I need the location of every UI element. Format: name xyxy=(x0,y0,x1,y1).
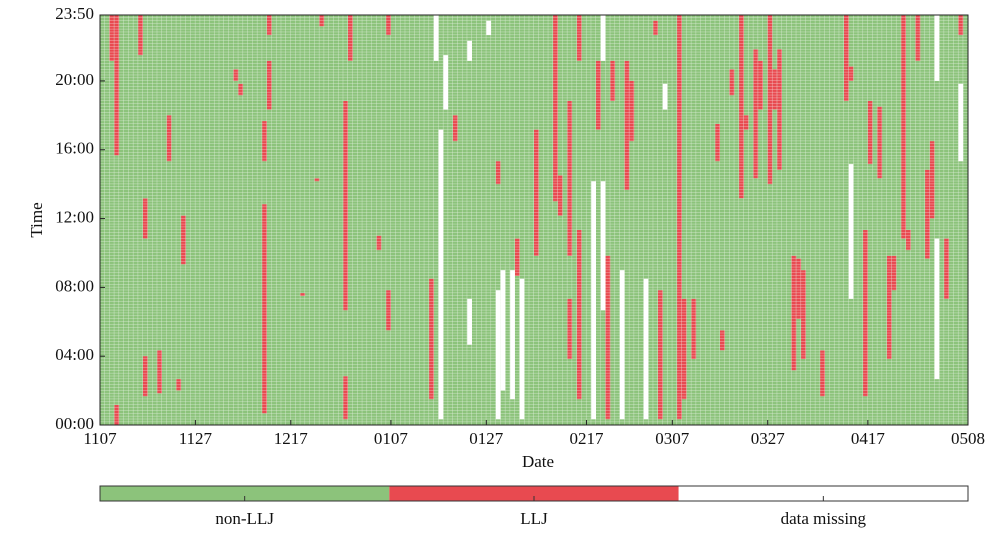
legend-swatch xyxy=(100,486,390,501)
legend-label: non-LLJ xyxy=(215,509,274,528)
x-tick-label: 0327 xyxy=(751,429,786,448)
y-tick-label: 00:00 xyxy=(55,414,94,433)
x-tick-label: 1127 xyxy=(179,429,213,448)
legend-swatch xyxy=(389,486,679,501)
x-tick-label: 0217 xyxy=(569,429,604,448)
plot-frame xyxy=(99,14,969,426)
x-tick-label: 1107 xyxy=(83,429,117,448)
y-axis-label: Time xyxy=(27,202,46,237)
y-tick-label: 23:50 xyxy=(55,4,94,23)
plot-area xyxy=(100,15,973,425)
x-tick-label: 0127 xyxy=(469,429,504,448)
x-axis-label: Date xyxy=(522,452,554,471)
y-tick-label: 04:00 xyxy=(55,345,94,364)
x-tick-label: 0107 xyxy=(374,429,409,448)
llj-cell-run xyxy=(968,121,973,161)
legend-frame xyxy=(99,485,969,502)
x-tick-label: 0417 xyxy=(851,429,886,448)
y-tick-label: 08:00 xyxy=(55,276,94,295)
x-tick-label: 0307 xyxy=(655,429,690,448)
y-tick-label: 12:00 xyxy=(55,207,94,226)
legend-label: data missing xyxy=(781,509,867,528)
legend-label: LLJ xyxy=(520,509,548,528)
y-tick-label: 20:00 xyxy=(55,70,94,89)
legend-swatch xyxy=(678,486,968,501)
x-tick-label: 0508 xyxy=(951,429,985,448)
y-tick-label: 16:00 xyxy=(55,139,94,158)
x-tick-label: 1217 xyxy=(274,429,309,448)
cell-grid xyxy=(100,15,968,425)
